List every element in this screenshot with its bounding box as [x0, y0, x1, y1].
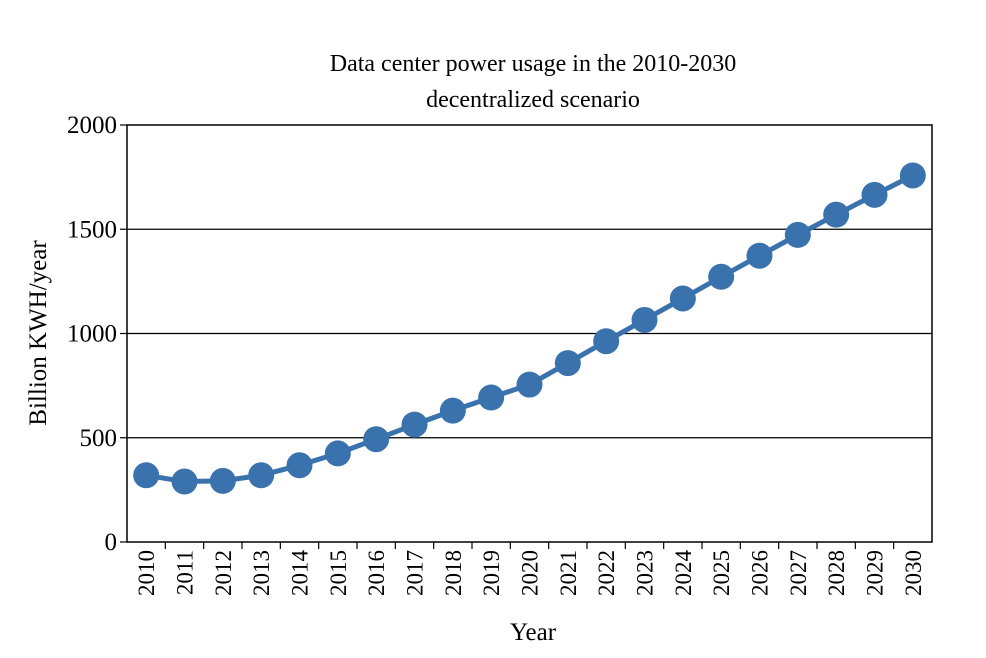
data-point: [133, 462, 160, 489]
data-point: [363, 426, 390, 453]
data-point: [631, 306, 658, 333]
data-point: [401, 411, 428, 438]
x-tick-label: 2023: [633, 550, 658, 596]
x-tick-label: 2017: [403, 550, 428, 596]
x-tick-label: 2015: [326, 550, 351, 596]
x-tick-label: 2022: [594, 550, 619, 596]
y-tick-label: 500: [80, 425, 118, 452]
gridlines: [127, 228, 932, 439]
data-point: [708, 263, 735, 290]
data-point: [823, 201, 850, 228]
data-point: [171, 468, 198, 495]
x-tick-label: 2027: [786, 550, 811, 596]
data-point: [248, 462, 275, 489]
x-tick-label: 2013: [249, 550, 274, 596]
x-tick-label: 2021: [556, 550, 581, 596]
x-tick-label: 2016: [364, 550, 389, 596]
x-tick-label: 2018: [441, 550, 466, 596]
x-tick-label: 2019: [479, 550, 504, 596]
data-point: [516, 371, 543, 398]
x-tick-label: 2012: [211, 550, 236, 596]
data-point: [554, 350, 581, 377]
data-point: [861, 181, 888, 208]
x-tick-label: 2026: [748, 550, 773, 596]
x-tick-label: 2025: [709, 550, 734, 596]
data-point: [669, 285, 696, 312]
data-point: [286, 452, 313, 479]
x-axis-ticks: 2010 2011 2012 2013 2014 2015 2016 2017 2018 2019…: [134, 542, 926, 596]
x-axis-label: Year: [510, 619, 557, 646]
data-point: [784, 221, 811, 248]
x-tick-label: 2020: [518, 550, 543, 596]
chart-title-line-2: decentralized scenario: [426, 87, 640, 113]
y-axis-label: Billion KWH/year: [25, 240, 52, 426]
y-tick-label: 1000: [67, 321, 117, 348]
data-point: [593, 328, 620, 355]
x-tick-label: 2029: [863, 550, 888, 596]
data-point: [324, 440, 351, 467]
data-point: [209, 467, 236, 494]
x-tick-label: 2028: [824, 550, 849, 596]
x-tick-label: 2010: [134, 550, 159, 596]
y-axis-ticks: 0 500 1000 1500 2000: [67, 112, 127, 556]
y-tick-label: 1500: [67, 216, 117, 243]
y-tick-label: 2000: [67, 112, 117, 139]
chart-title-line-1: Data center power usage in the 2010-2030: [330, 51, 737, 77]
data-point: [899, 162, 926, 189]
series-layer: [133, 162, 926, 495]
x-tick-label: 2030: [901, 550, 926, 596]
y-tick-label: 0: [105, 529, 118, 556]
data-point: [746, 242, 773, 269]
series-line: [145, 173, 914, 485]
x-tick-label: 2014: [288, 550, 313, 597]
x-tick-label: 2011: [173, 550, 198, 595]
x-tick-label: 2024: [671, 550, 696, 597]
data-point: [478, 384, 505, 411]
data-point: [439, 397, 466, 424]
